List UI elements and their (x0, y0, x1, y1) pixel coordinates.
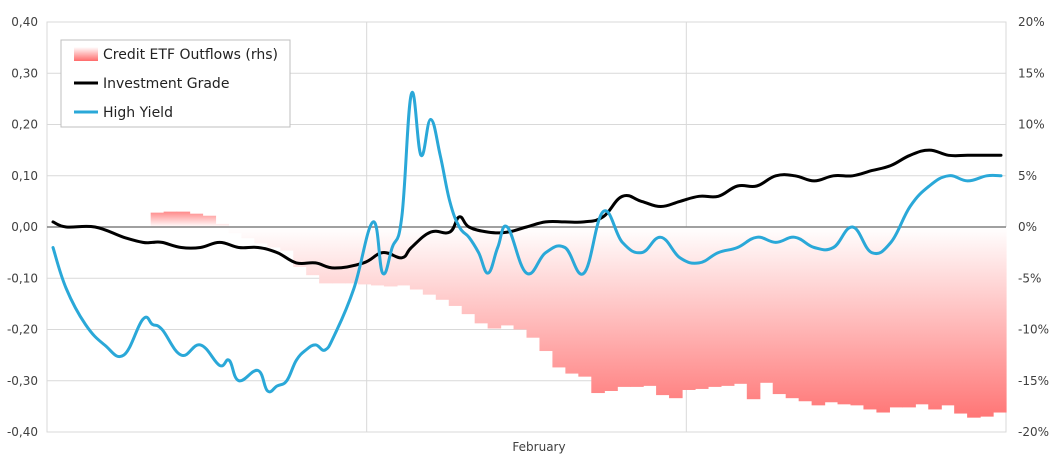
outflow-bar (707, 227, 722, 387)
outflow-bar (889, 227, 903, 408)
right-tick-label: 20% (1018, 15, 1045, 29)
left-tick-label: -0,40 (7, 425, 38, 439)
outflow-bar (682, 227, 696, 390)
x-axis-label: February (512, 440, 565, 454)
outflow-bar (733, 227, 748, 384)
outflow-bar (876, 227, 890, 413)
outflow-bar (694, 227, 709, 389)
right-tick-label: -15% (1018, 374, 1049, 388)
outflow-bar (163, 211, 178, 227)
outflow-bar (772, 227, 787, 395)
outflow-bar (345, 227, 359, 284)
outflow-bar (332, 227, 346, 284)
outflow-bar (993, 227, 1007, 413)
outflow-bar (409, 227, 424, 290)
outflow-bar (863, 227, 878, 410)
left-axis-ticks: 0,40 0,30 0,20 0,10 0,00 -0,10 -0,20 -0,30 -0,40 (7, 15, 38, 439)
outflow-bar (189, 213, 204, 227)
outflow-bar (461, 227, 476, 315)
outflow-bar (448, 227, 463, 306)
right-tick-label: 15% (1018, 66, 1045, 80)
investment-grade-line (51, 148, 1003, 270)
outflow-bar (319, 227, 333, 284)
outflow-bar (254, 227, 268, 244)
outflow-bar (176, 211, 191, 227)
outflow-bar (785, 227, 800, 399)
left-tick-label: 0,30 (11, 66, 38, 80)
outflow-bar (720, 227, 735, 386)
outflow-bar (552, 227, 566, 368)
outflow-bar (267, 227, 281, 248)
legend-label-outflows: Credit ETF Outflows (rhs) (103, 47, 278, 63)
outflow-bar (215, 223, 230, 227)
high-yield-line (51, 90, 1003, 394)
legend-box (60, 39, 291, 128)
outflow-bar (617, 227, 631, 387)
outflow-bar (487, 227, 502, 329)
series-lines (51, 90, 1003, 394)
outflow-bar (422, 227, 437, 295)
outflow-bar (604, 227, 618, 391)
left-tick-label: -0,20 (7, 323, 38, 337)
outflow-bar (228, 227, 242, 234)
outflow-bar (980, 227, 994, 417)
outflow-bar (293, 227, 307, 267)
outflow-bar (746, 227, 761, 400)
outflow-bar (811, 227, 826, 406)
outflow-bar (798, 227, 813, 402)
right-tick-label: 5% (1018, 169, 1037, 183)
outflow-bar (656, 227, 670, 396)
left-tick-label: 0,20 (11, 118, 38, 132)
right-tick-label: -10% (1018, 323, 1049, 337)
outflow-bar (150, 212, 165, 227)
right-tick-label: 0% (1018, 220, 1037, 234)
outflow-bar (669, 227, 683, 399)
outflow-bar (824, 227, 839, 403)
outflow-bar (954, 227, 968, 414)
outflow-bar (526, 227, 541, 338)
right-tick-label: -20% (1018, 425, 1049, 439)
outflow-bars (150, 211, 1007, 418)
left-tick-label: -0,30 (7, 374, 38, 388)
legend: Credit ETF Outflows (rhs) Investment Gra… (60, 39, 291, 128)
outflow-bar (591, 227, 605, 394)
outflow-bar (850, 227, 865, 406)
outflow-bar (928, 227, 942, 410)
outflow-bar (202, 215, 217, 227)
outflow-bar (967, 227, 981, 418)
outflow-bar (358, 227, 372, 285)
outflow-bar (513, 227, 528, 330)
right-tick-label: 10% (1018, 118, 1045, 132)
outflow-bar (941, 227, 955, 406)
left-tick-label: -0,10 (7, 271, 38, 285)
outflow-bar (759, 227, 774, 383)
left-tick-label: 0,10 (11, 169, 38, 183)
legend-label-investment-grade: Investment Grade (103, 76, 229, 92)
right-axis-ticks: 20% 15% 10% 5% 0% -5% -10% -15% -20% (1018, 15, 1049, 439)
outflow-bar (539, 227, 554, 352)
left-tick-label: 0,40 (11, 15, 38, 29)
outflow-bar (643, 227, 657, 386)
right-tick-label: -5% (1018, 271, 1041, 285)
outflow-bar (474, 227, 489, 324)
outflow-bar (280, 227, 294, 251)
legend-label-high-yield: High Yield (103, 105, 173, 121)
outflow-bar (578, 227, 592, 377)
legend-swatch-outflows (74, 47, 98, 61)
outflow-bar (241, 227, 255, 239)
outflow-bar (306, 227, 320, 276)
left-tick-label: 0,00 (11, 220, 38, 234)
outflow-bar (915, 227, 929, 405)
outflow-bar (435, 227, 450, 300)
outflow-bar (500, 227, 515, 326)
outflow-bar (837, 227, 852, 405)
outflow-bar (902, 227, 916, 408)
outflow-bar (630, 227, 644, 387)
